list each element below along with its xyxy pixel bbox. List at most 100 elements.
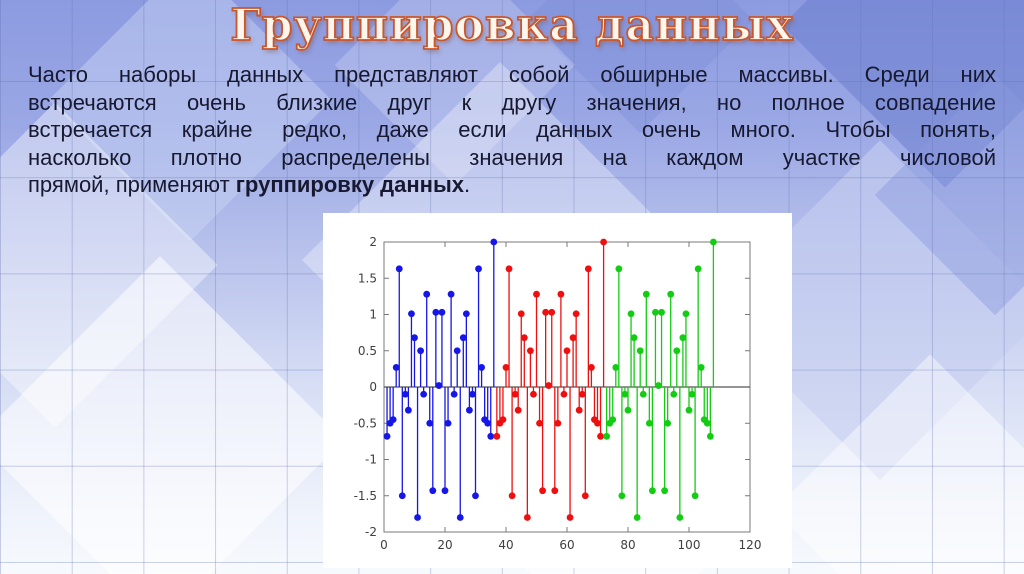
stem-marker bbox=[703, 419, 711, 427]
stem-marker bbox=[575, 406, 583, 414]
stem-marker bbox=[545, 382, 553, 389]
stem-marker bbox=[682, 310, 690, 318]
stem-marker bbox=[533, 290, 540, 298]
stem-marker bbox=[609, 416, 617, 424]
stem-marker bbox=[694, 265, 702, 273]
paragraph-line: насколько плотно распределены значения н… bbox=[28, 144, 996, 170]
stem-marker bbox=[472, 492, 479, 500]
y-tick-label: 1.5 bbox=[358, 271, 377, 285]
stem-marker bbox=[438, 308, 446, 316]
stem-marker bbox=[459, 334, 467, 342]
stem-marker bbox=[523, 514, 531, 521]
stem-marker bbox=[710, 238, 717, 246]
stem-marker bbox=[484, 419, 492, 427]
stem-marker bbox=[542, 308, 550, 316]
stem-marker bbox=[621, 390, 629, 398]
stem-marker bbox=[557, 290, 565, 298]
stem-marker bbox=[469, 390, 476, 398]
stem-marker bbox=[508, 492, 516, 500]
stem-marker bbox=[630, 334, 638, 342]
stem-marker bbox=[679, 334, 687, 342]
stem-marker bbox=[615, 265, 623, 273]
stem-marker bbox=[612, 364, 620, 371]
stem-marker bbox=[530, 390, 537, 398]
stem-marker bbox=[490, 238, 498, 246]
stem-marker bbox=[584, 265, 592, 273]
x-tick-label: 40 bbox=[498, 538, 513, 552]
stem-marker bbox=[408, 310, 415, 318]
stem-marker bbox=[658, 308, 665, 316]
stem-marker bbox=[426, 419, 434, 427]
paragraph-text: . bbox=[463, 172, 471, 197]
stem-marker bbox=[478, 364, 485, 371]
stem-marker bbox=[588, 364, 595, 371]
stem-marker bbox=[661, 487, 668, 495]
stem-marker bbox=[466, 406, 473, 414]
y-tick-label: 2 bbox=[369, 235, 377, 249]
stem-marker bbox=[414, 514, 421, 521]
body-paragraph: Часто наборы данных представляют собой о… bbox=[28, 61, 996, 199]
stem-marker bbox=[655, 382, 662, 389]
stem-marker bbox=[435, 382, 443, 389]
y-tick-label: 0 bbox=[369, 380, 377, 394]
stem-marker bbox=[688, 390, 696, 398]
stem-marker bbox=[581, 492, 589, 500]
stem-marker bbox=[600, 238, 607, 246]
stem-marker bbox=[572, 310, 580, 318]
stem-marker bbox=[520, 334, 528, 342]
paragraph-line: встречается крайне редко, даже если данн… bbox=[28, 117, 996, 142]
y-tick-label: 0.5 bbox=[358, 344, 377, 358]
y-tick-label: -0.5 bbox=[354, 416, 377, 430]
stem-marker bbox=[633, 514, 641, 521]
x-tick-label: 0 bbox=[380, 538, 388, 552]
stem-marker bbox=[548, 308, 556, 316]
paragraph-text: прямой, применяют bbox=[28, 172, 236, 197]
stem-marker bbox=[493, 432, 501, 440]
stem-marker bbox=[450, 390, 458, 398]
stem-marker bbox=[554, 419, 562, 427]
stem-marker bbox=[453, 347, 461, 355]
stem-marker bbox=[420, 390, 428, 398]
stem-marker bbox=[563, 347, 571, 355]
stem-marker bbox=[649, 487, 656, 495]
stem-marker bbox=[499, 416, 507, 424]
stem-marker bbox=[536, 419, 543, 427]
chart-panel: 0 20 40 60 80 100 120 2 1.5 1 0.5 0 -0.5 -1 -1.5 -2 bbox=[323, 213, 792, 568]
stem-marker bbox=[618, 492, 626, 500]
stem-marker bbox=[578, 390, 586, 398]
stem-marker bbox=[645, 419, 653, 427]
stem-marker bbox=[462, 310, 470, 318]
stem-marker bbox=[383, 432, 391, 440]
stem-marker bbox=[673, 347, 681, 355]
stem-marker bbox=[527, 347, 534, 355]
page-title: Группировка данных bbox=[229, 0, 794, 51]
stem-marker bbox=[456, 514, 464, 521]
x-tick-label: 20 bbox=[437, 538, 452, 552]
stem-marker bbox=[639, 390, 647, 398]
stem-marker bbox=[652, 308, 659, 316]
stem-marker bbox=[389, 416, 397, 424]
x-tick-label: 80 bbox=[620, 538, 635, 552]
stem-marker bbox=[511, 390, 519, 398]
stem-marker bbox=[636, 347, 644, 355]
stem-marker bbox=[505, 265, 513, 273]
stem-marker bbox=[569, 334, 577, 342]
y-tick-label: -2 bbox=[365, 525, 377, 539]
stem-marker bbox=[594, 419, 601, 427]
stem-marker bbox=[667, 290, 675, 298]
paragraph-bold-term: группировку данных bbox=[235, 172, 464, 197]
stem-marker bbox=[429, 487, 437, 495]
stem-marker bbox=[417, 347, 424, 355]
paragraph-line: Часто наборы данных представляют собой о… bbox=[28, 62, 996, 87]
paragraph-line: встречаются очень близкие друг к другу з… bbox=[28, 89, 996, 115]
stem-marker bbox=[392, 364, 400, 371]
stem-marker bbox=[691, 492, 699, 500]
stem-marker bbox=[517, 310, 525, 318]
stem-marker bbox=[432, 308, 440, 316]
stem-marker bbox=[560, 390, 568, 398]
paragraph-line: прямой, применяют группировку данных. bbox=[28, 171, 996, 199]
stem-marker bbox=[670, 390, 678, 398]
stem-plot: 0 20 40 60 80 100 120 2 1.5 1 0.5 0 -0.5 -1 -1.5 -2 bbox=[354, 235, 762, 552]
stem-marker bbox=[441, 487, 449, 495]
stem-marker bbox=[475, 265, 482, 273]
